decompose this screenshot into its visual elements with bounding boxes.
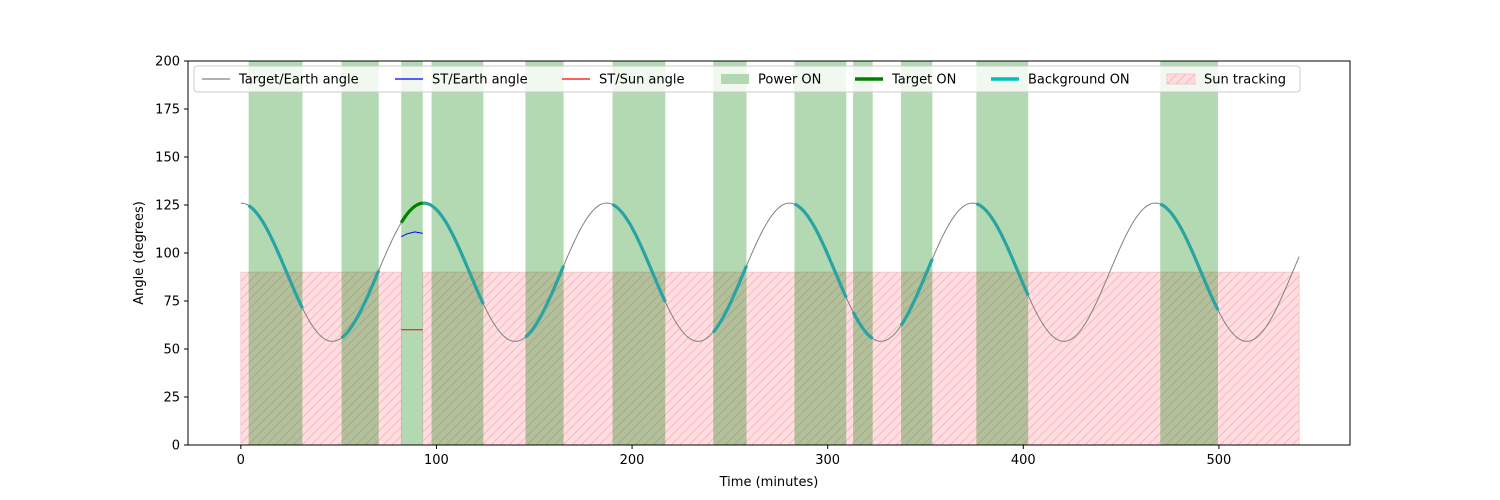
background-on-segment xyxy=(247,204,304,309)
power-on-span xyxy=(612,61,666,445)
legend-label: Target/Earth angle xyxy=(238,73,359,88)
x-tick-label: 300 xyxy=(815,453,840,468)
x-tick-label: 500 xyxy=(1207,453,1232,468)
power-on-span xyxy=(853,61,873,445)
sun-tracking-layer xyxy=(240,271,1300,445)
background-on-segment xyxy=(340,269,381,340)
power-on-span xyxy=(431,61,484,445)
background-on-segment xyxy=(611,203,667,303)
y-tick-label: 100 xyxy=(155,247,180,262)
background-on-segment xyxy=(851,311,874,340)
power-on-span xyxy=(401,61,423,445)
sun-tracking-hatch xyxy=(240,271,402,445)
background-on-segment xyxy=(524,265,566,339)
background-on-segment xyxy=(975,202,1030,297)
power-on-layer xyxy=(248,61,1218,445)
legend-label: ST/Earth angle xyxy=(432,73,528,88)
power-on-span xyxy=(248,61,303,445)
background-on-segment xyxy=(1159,202,1220,311)
legend-handle-hatch xyxy=(1167,74,1195,84)
power-on-span xyxy=(976,61,1029,445)
background-on-segment xyxy=(793,202,848,299)
power-on-span xyxy=(713,61,747,445)
legend-label: Sun tracking xyxy=(1204,73,1286,88)
st-earth-angle-line xyxy=(401,231,423,238)
x-tick-label: 200 xyxy=(620,453,645,468)
target-on-segment xyxy=(399,201,423,224)
series-layer xyxy=(240,201,1300,342)
background-on-segment xyxy=(712,265,748,334)
y-tick-label: 0 xyxy=(172,439,180,454)
y-tick-label: 175 xyxy=(155,103,180,118)
power-on-span xyxy=(341,61,379,445)
y-axis-label: Angle (degrees) xyxy=(132,201,147,305)
power-on-span xyxy=(901,61,933,445)
x-tick-label: 100 xyxy=(424,453,449,468)
legend: Target/Earth angle ST/Earth angle ST/Sun a… xyxy=(193,65,1301,93)
y-tick-label: 200 xyxy=(155,55,180,70)
power-on-span xyxy=(525,61,564,445)
x-axis-label: Time (minutes) xyxy=(719,475,819,490)
sun-tracking-hatch xyxy=(422,271,1300,445)
legend-label: Background ON xyxy=(1028,73,1130,88)
background-on-segment xyxy=(899,258,934,327)
y-tick-label: 75 xyxy=(163,295,180,310)
y-tick-label: 150 xyxy=(155,151,180,166)
legend-label: ST/Sun angle xyxy=(599,73,685,88)
legend-label: Target ON xyxy=(891,73,956,88)
legend-label: Power ON xyxy=(758,73,821,88)
legend-handle xyxy=(721,74,749,84)
background-on-segment xyxy=(422,201,485,305)
power-on-span xyxy=(1160,61,1218,445)
y-tick-label: 125 xyxy=(155,199,180,214)
y-tick-label: 50 xyxy=(163,343,180,358)
x-tick-label: 400 xyxy=(1011,453,1036,468)
axes-layer: 0 100 200 300 400 500 0 25 50 75 100 125 150 175 200 xyxy=(155,55,1231,469)
x-tick-label: 0 xyxy=(237,453,245,468)
power-on-span xyxy=(794,61,847,445)
y-tick-label: 25 xyxy=(163,391,180,406)
